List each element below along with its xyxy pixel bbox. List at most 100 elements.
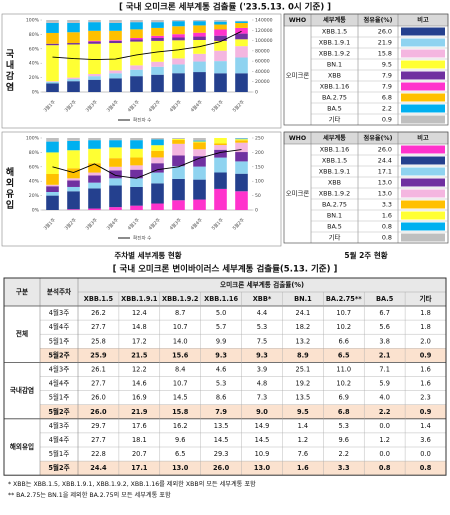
bar-segment (214, 24, 227, 30)
bar-segment (67, 168, 80, 179)
value-cell: 8.9 (297, 351, 309, 359)
bar-segment (235, 152, 248, 162)
bar-segment (214, 188, 227, 210)
legend-name: XBB (328, 72, 341, 80)
bar-segment (67, 20, 80, 23)
bar-segment (109, 40, 122, 44)
legend-name: XBB.1.5 (322, 28, 347, 36)
bar-segment (88, 20, 101, 23)
x-tick-label: 4월4주 (189, 99, 204, 114)
legend-share: 26.0 (378, 28, 392, 36)
legend-swatch (401, 82, 445, 91)
legend-swatch (401, 60, 445, 69)
bar-segment (172, 200, 185, 210)
value-cell: 2.1 (379, 351, 391, 359)
legend-swatch (401, 211, 445, 220)
y2-tick-label: 40000 (255, 69, 270, 75)
legend-name: XBB.1.16 (320, 146, 349, 154)
bar-segment (46, 20, 59, 23)
week-cell: 5월2주 (48, 350, 69, 359)
bar-segment (193, 32, 206, 37)
x-tick-label: 3월1주 (42, 99, 57, 114)
bar-segment (130, 38, 143, 40)
column-header: XBB.1.9.2 (162, 295, 199, 303)
value-cell: 9.5 (297, 408, 309, 416)
bar-segment (193, 166, 206, 180)
bar-segment (214, 61, 227, 74)
bar-segment (88, 208, 101, 210)
bar-segment (130, 41, 143, 66)
legend-table-frame (283, 131, 449, 244)
bar-segment (172, 40, 185, 59)
bar-segment (109, 178, 122, 186)
value-cell: 0.9 (420, 351, 432, 359)
bar-segment (130, 20, 143, 23)
x-tick-label: 3월2주 (63, 217, 78, 232)
legend-swatch (401, 93, 445, 102)
value-cell: 13.0 (172, 464, 189, 472)
bar-segment (172, 155, 185, 167)
bar-segment (130, 169, 143, 179)
y-tick-label: 40% (29, 179, 40, 185)
table-frame (3, 277, 447, 476)
value-cell: 5.6 (379, 323, 390, 331)
bar-segment (67, 150, 80, 169)
legend-table-header: WHO (289, 135, 306, 142)
bar-segment (151, 40, 164, 62)
y-tick-label: 100% (26, 18, 40, 24)
value-cell: 17.2 (132, 337, 147, 345)
group-cell: 전체 (16, 329, 28, 338)
y2-tick-label: 20000 (255, 79, 270, 85)
bar-segment (193, 156, 206, 167)
bar-segment (46, 43, 59, 46)
value-cell: 6.9 (339, 394, 350, 402)
legend-table-header: 점유율(%) (364, 134, 393, 142)
value-cell: 17.1 (131, 464, 148, 472)
column-header: XBB.1.16 (204, 295, 238, 303)
bar-segment (172, 21, 185, 27)
table-group-header: 오미크론 세부계통 검출률(%) (220, 280, 304, 289)
week-cell: 4월3주 (49, 364, 70, 373)
bar-segment (130, 39, 143, 42)
legend-share: 1.6 (382, 212, 392, 220)
charts-caption: 주차별 세부계통 현황 (114, 250, 181, 260)
bar-segment (88, 30, 101, 41)
bar-segment (88, 76, 101, 80)
value-cell: 12.2 (132, 365, 147, 373)
bar-segment (130, 65, 143, 70)
page-title: [ 국내 오미크론 세부계통 검출률 ('23.5.13. 0시 기준) ] (119, 2, 331, 13)
value-cell: 10.2 (336, 323, 351, 331)
bar-segment (151, 22, 164, 28)
legend-table-header: 세부계통 (323, 16, 346, 24)
bar-segment (151, 61, 164, 67)
bar-segment (46, 174, 59, 185)
value-cell: 25.9 (90, 351, 107, 359)
bar-segment (193, 149, 206, 157)
bar-segment (235, 33, 248, 40)
bar-segment (46, 81, 59, 82)
bar-segment (172, 20, 185, 22)
bar-segment (172, 73, 185, 92)
column-header: XBB* (253, 295, 272, 303)
line-series (52, 30, 242, 61)
value-cell: 3.6 (420, 436, 431, 444)
week-cell: 4월4주 (49, 435, 70, 444)
bar-segment (109, 73, 122, 79)
chart-frame (1, 13, 282, 129)
bar-segment (109, 40, 122, 41)
highlight-row (40, 404, 446, 419)
bar-segment (214, 50, 227, 62)
bar-segment (67, 180, 80, 187)
legend-share: 21.9 (378, 39, 392, 47)
legend-table-header: 비고 (417, 134, 429, 142)
value-cell: 7.5 (257, 337, 268, 345)
bar-segment (214, 40, 227, 51)
bar-segment (151, 172, 164, 184)
footnote: ** BA.2.75는 BN.1을 제외한 BA.2.75의 모든 세부계통 포… (8, 491, 171, 499)
week-cell: 5월1주 (49, 449, 70, 458)
bar-segment (109, 185, 122, 208)
bar-segment (151, 150, 164, 158)
value-cell: 20.7 (132, 450, 147, 458)
bar-segment (214, 157, 227, 173)
